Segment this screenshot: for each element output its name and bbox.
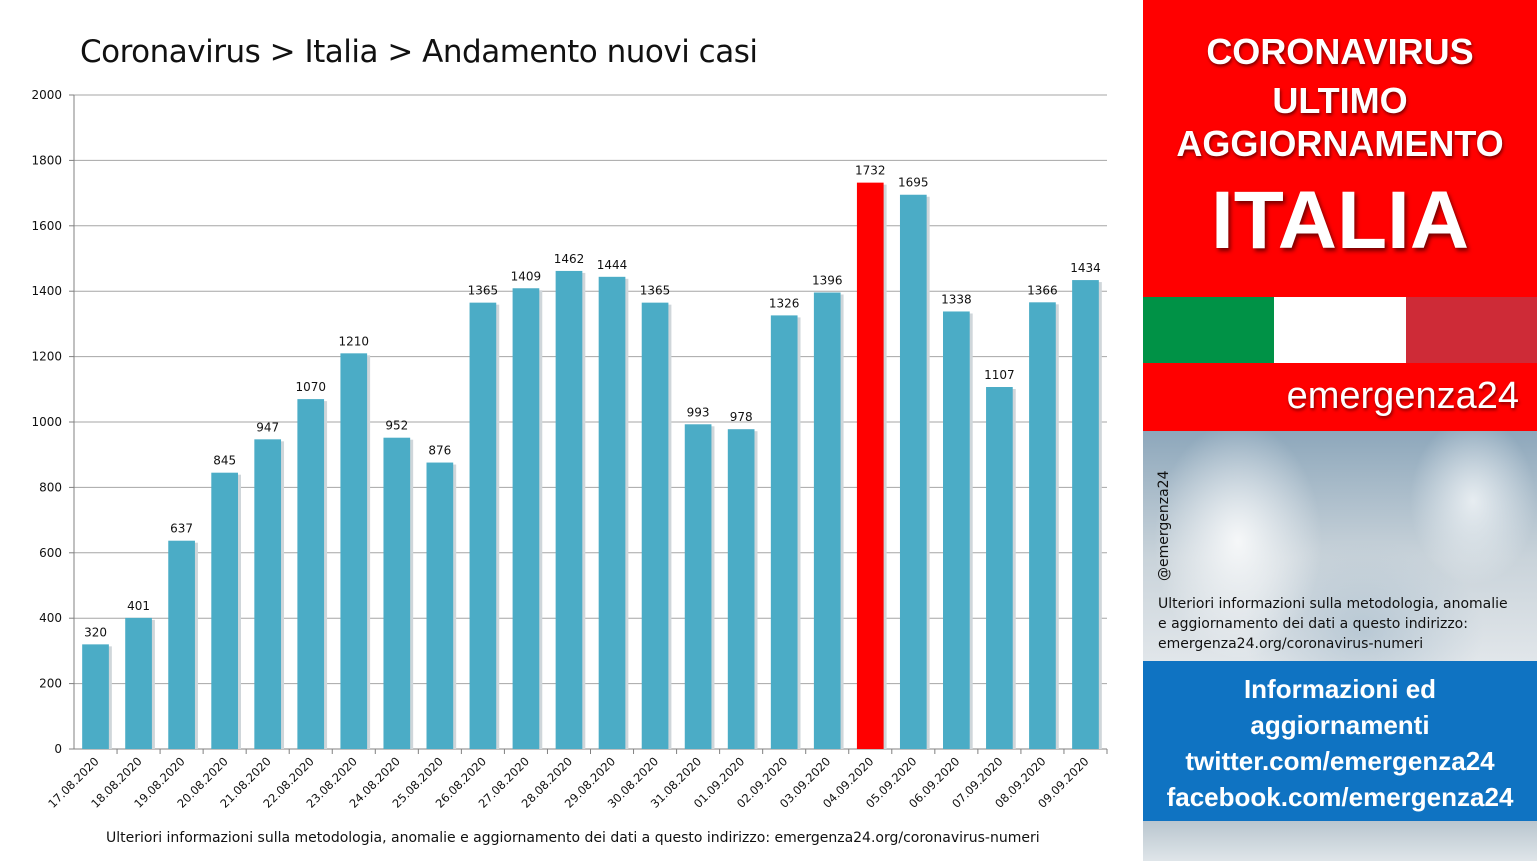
data-label: 1732 (855, 164, 886, 178)
data-label: 1365 (468, 284, 499, 298)
sidebar-note-line: e aggiornamento dei dati a questo indiri… (1158, 616, 1468, 632)
sidebar-note: Ulteriori informazioni sulla metodologia… (1158, 594, 1530, 654)
header-panel: CORONAVIRUS ULTIMO AGGIORNAMENTO ITALIA (1143, 0, 1537, 297)
background-photo-bottom (1143, 821, 1537, 861)
bar (512, 288, 540, 749)
data-label: 1070 (295, 380, 326, 394)
data-label: 993 (687, 405, 710, 419)
flag-stripe-red (1406, 297, 1537, 363)
y-tick-label: 2000 (31, 88, 62, 102)
header-line-italia: ITALIA (1210, 175, 1470, 266)
data-label: 1434 (1070, 261, 1101, 275)
header-line-ultimo: ULTIMO (1272, 80, 1408, 121)
brand-name: emergenza24 (1286, 375, 1519, 417)
flag-stripe-white (1274, 297, 1406, 363)
bar (211, 472, 238, 749)
bar (598, 276, 626, 749)
data-label: 1409 (511, 269, 542, 283)
footnote: Ulteriori informazioni sulla metodologia… (106, 830, 1040, 846)
bar (684, 424, 712, 749)
data-label: 1462 (554, 252, 585, 266)
data-label: 978 (730, 410, 753, 424)
y-tick-label: 600 (39, 546, 62, 560)
data-label: 952 (385, 419, 408, 433)
y-tick-label: 1400 (31, 284, 62, 298)
data-label: 401 (127, 599, 150, 613)
y-tick-label: 1800 (31, 153, 62, 167)
bar (254, 439, 282, 749)
chart-title: Coronavirus > Italia > Andamento nuovi c… (80, 34, 758, 70)
bar (770, 315, 798, 749)
data-label: 1366 (1027, 283, 1058, 297)
header-line-coronavirus: CORONAVIRUS (1206, 31, 1474, 72)
bar (426, 462, 454, 749)
bar-chart: 320 401 637 845 947 1070 1210 952 876 1365 1409 146… (31, 88, 1108, 811)
bar (727, 429, 755, 749)
y-tick-label: 0 (54, 742, 62, 756)
bar (125, 617, 152, 749)
bar (297, 399, 325, 749)
italian-flag-icon (1143, 297, 1537, 363)
data-label: 1444 (597, 258, 628, 272)
twitter-link[interactable]: twitter.com/emergenza24 (1185, 746, 1495, 776)
data-labels: 320 401 637 845 947 1070 1210 952 876 1365 1409 146… (84, 164, 1101, 640)
sidebar: CORONAVIRUS ULTIMO AGGIORNAMENTO ITALIA … (1143, 0, 1537, 861)
social-handle: @emergenza24 (1156, 470, 1172, 582)
brand-band: emergenza24 (1143, 363, 1537, 431)
y-tick-label: 800 (39, 480, 62, 494)
data-label: 637 (170, 522, 193, 536)
data-label: 1326 (769, 296, 800, 310)
bar (943, 311, 970, 749)
data-label: 1396 (812, 274, 843, 288)
data-label: 1107 (984, 368, 1015, 382)
data-label: 1365 (640, 284, 671, 298)
bar (340, 353, 368, 749)
bar (555, 270, 583, 749)
bar (899, 194, 927, 750)
bars (82, 182, 1102, 750)
facebook-link[interactable]: facebook.com/emergenza24 (1166, 782, 1514, 812)
background-photo: @emergenza24 Ulteriori informazioni sull… (1143, 431, 1537, 661)
info-line: Informazioni ed (1243, 674, 1437, 704)
flag-stripe-green (1143, 297, 1274, 363)
bar (82, 644, 109, 749)
info-line: aggiornamenti (1250, 710, 1430, 740)
bar (986, 387, 1013, 749)
data-label: 1695 (898, 176, 929, 190)
data-label: 320 (84, 625, 107, 639)
grid-lines (74, 94, 1107, 685)
data-label: 876 (428, 444, 451, 458)
header-line-aggiornamento: AGGIORNAMENTO (1176, 123, 1504, 164)
bar (469, 302, 497, 749)
y-tick-label: 400 (39, 611, 62, 625)
x-tick-labels: 17.08.202018.08.202019.08.202020.08.2020… (45, 754, 1091, 810)
data-label: 1338 (941, 292, 972, 306)
data-label: 947 (256, 420, 279, 434)
bar (813, 292, 841, 749)
bar (383, 437, 411, 749)
data-label: 845 (213, 454, 236, 468)
bar (856, 182, 884, 750)
y-tick-label: 1200 (31, 350, 62, 364)
y-tick-label: 200 (39, 677, 62, 691)
y-tick-labels: 0 200 400 600 800 1000 1200 1400 1600 1800 2000 (31, 88, 62, 756)
bar (1029, 302, 1056, 749)
sidebar-note-line: emergenza24.org/coronavirus-numeri (1158, 636, 1424, 652)
y-tick-label: 1600 (31, 219, 62, 233)
axes (69, 94, 1108, 754)
sidebar-note-line: Ulteriori informazioni sulla metodologia… (1158, 596, 1508, 612)
bar (168, 540, 195, 749)
info-panel: Informazioni ed aggiornamenti twitter.co… (1143, 661, 1537, 821)
bar (641, 302, 669, 749)
data-label: 1210 (338, 334, 369, 348)
bar (1072, 280, 1099, 749)
y-tick-label: 1000 (31, 415, 62, 429)
